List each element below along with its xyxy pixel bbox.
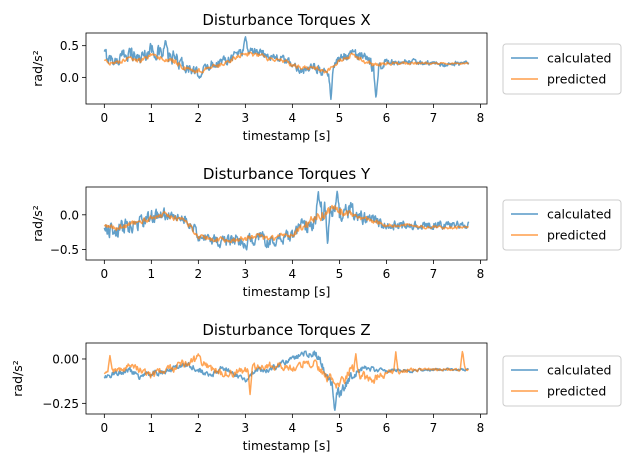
series-line-predicted — [103, 350, 469, 396]
legend-box — [502, 355, 622, 407]
x-tick-label: 6 — [383, 421, 391, 435]
series-line-calculated — [103, 36, 470, 101]
y-tick-label: 0.0 — [60, 208, 79, 222]
legend-label-predicted: predicted — [547, 384, 606, 399]
x-tick-label: 3 — [242, 421, 250, 435]
x-tick-label: 1 — [148, 111, 156, 125]
x-tick-label: 7 — [430, 421, 438, 435]
axes-frame — [85, 342, 488, 415]
x-tick-label: 2 — [195, 267, 203, 281]
series-line-predicted — [103, 204, 469, 244]
legend-label-calculated: calculated — [547, 363, 611, 378]
x-tick-label: 2 — [195, 421, 203, 435]
x-tick-label: 7 — [430, 267, 438, 281]
legend: calculated predicted — [502, 199, 622, 251]
x-tick-label: 4 — [289, 111, 297, 125]
x-tick-label: 8 — [477, 421, 485, 435]
x-tick-label: 0 — [101, 267, 109, 281]
axes-frame — [85, 186, 488, 261]
y-axis-label: rad/s² — [30, 50, 45, 86]
y-tick-label: 0.5 — [60, 39, 79, 53]
x-tick-label: 6 — [383, 111, 391, 125]
chart-panel-1: 0 1 2 3 4 5 6 7 8 −0.5 0.0 Disturbance Torques Y tim… — [30, 165, 622, 299]
y-tick-label: −0.25 — [42, 397, 79, 411]
legend-label-calculated: calculated — [547, 51, 611, 66]
legend-label-predicted: predicted — [547, 228, 606, 243]
legend-label-calculated: calculated — [547, 207, 611, 222]
legend-box — [502, 43, 622, 95]
x-tick-label: 3 — [242, 267, 250, 281]
x-tick-label: 8 — [477, 267, 485, 281]
x-axis-label: timestamp [s] — [243, 128, 331, 143]
x-tick-label: 5 — [336, 267, 344, 281]
legend: calculated predicted — [502, 43, 622, 95]
y-tick-label: 0.0 — [60, 71, 79, 85]
x-tick-label: 7 — [430, 111, 438, 125]
series-line-calculated — [103, 350, 469, 411]
x-tick-label: 5 — [336, 111, 344, 125]
y-axis-label: rad/s² — [10, 360, 25, 396]
chart-title: Disturbance Torques X — [202, 11, 370, 29]
x-tick-label: 2 — [195, 111, 203, 125]
chart-title: Disturbance Torques Y — [203, 165, 371, 183]
legend-box — [502, 199, 622, 251]
x-tick-label: 6 — [383, 267, 391, 281]
x-tick-label: 4 — [289, 421, 297, 435]
x-tick-label: 1 — [148, 421, 156, 435]
x-tick-label: 5 — [336, 421, 344, 435]
x-tick-label: 3 — [242, 111, 250, 125]
chart-panel-2: 0 1 2 3 4 5 6 7 8 −0.25 0.00 Disturbance Torques Z t… — [10, 321, 622, 453]
x-tick-label: 4 — [289, 267, 297, 281]
series-line-calculated — [103, 190, 470, 251]
axes-frame — [85, 32, 488, 105]
x-axis-label: timestamp [s] — [243, 284, 331, 299]
x-axis-label: timestamp [s] — [243, 438, 331, 453]
y-tick-label: 0.00 — [52, 352, 79, 366]
x-tick-label: 1 — [148, 267, 156, 281]
x-tick-label: 0 — [101, 421, 109, 435]
chart-title: Disturbance Torques Z — [202, 321, 370, 339]
chart-panel-0: 0 1 2 3 4 5 6 7 8 0.0 0.5 Disturbance Torques X time… — [30, 11, 622, 143]
x-tick-label: 8 — [477, 111, 485, 125]
series-line-predicted — [103, 51, 469, 74]
legend-label-predicted: predicted — [547, 72, 606, 87]
y-axis-label: rad/s² — [30, 205, 45, 241]
y-tick-label: −0.5 — [50, 243, 79, 257]
legend: calculated predicted — [502, 355, 622, 407]
x-tick-label: 0 — [101, 111, 109, 125]
